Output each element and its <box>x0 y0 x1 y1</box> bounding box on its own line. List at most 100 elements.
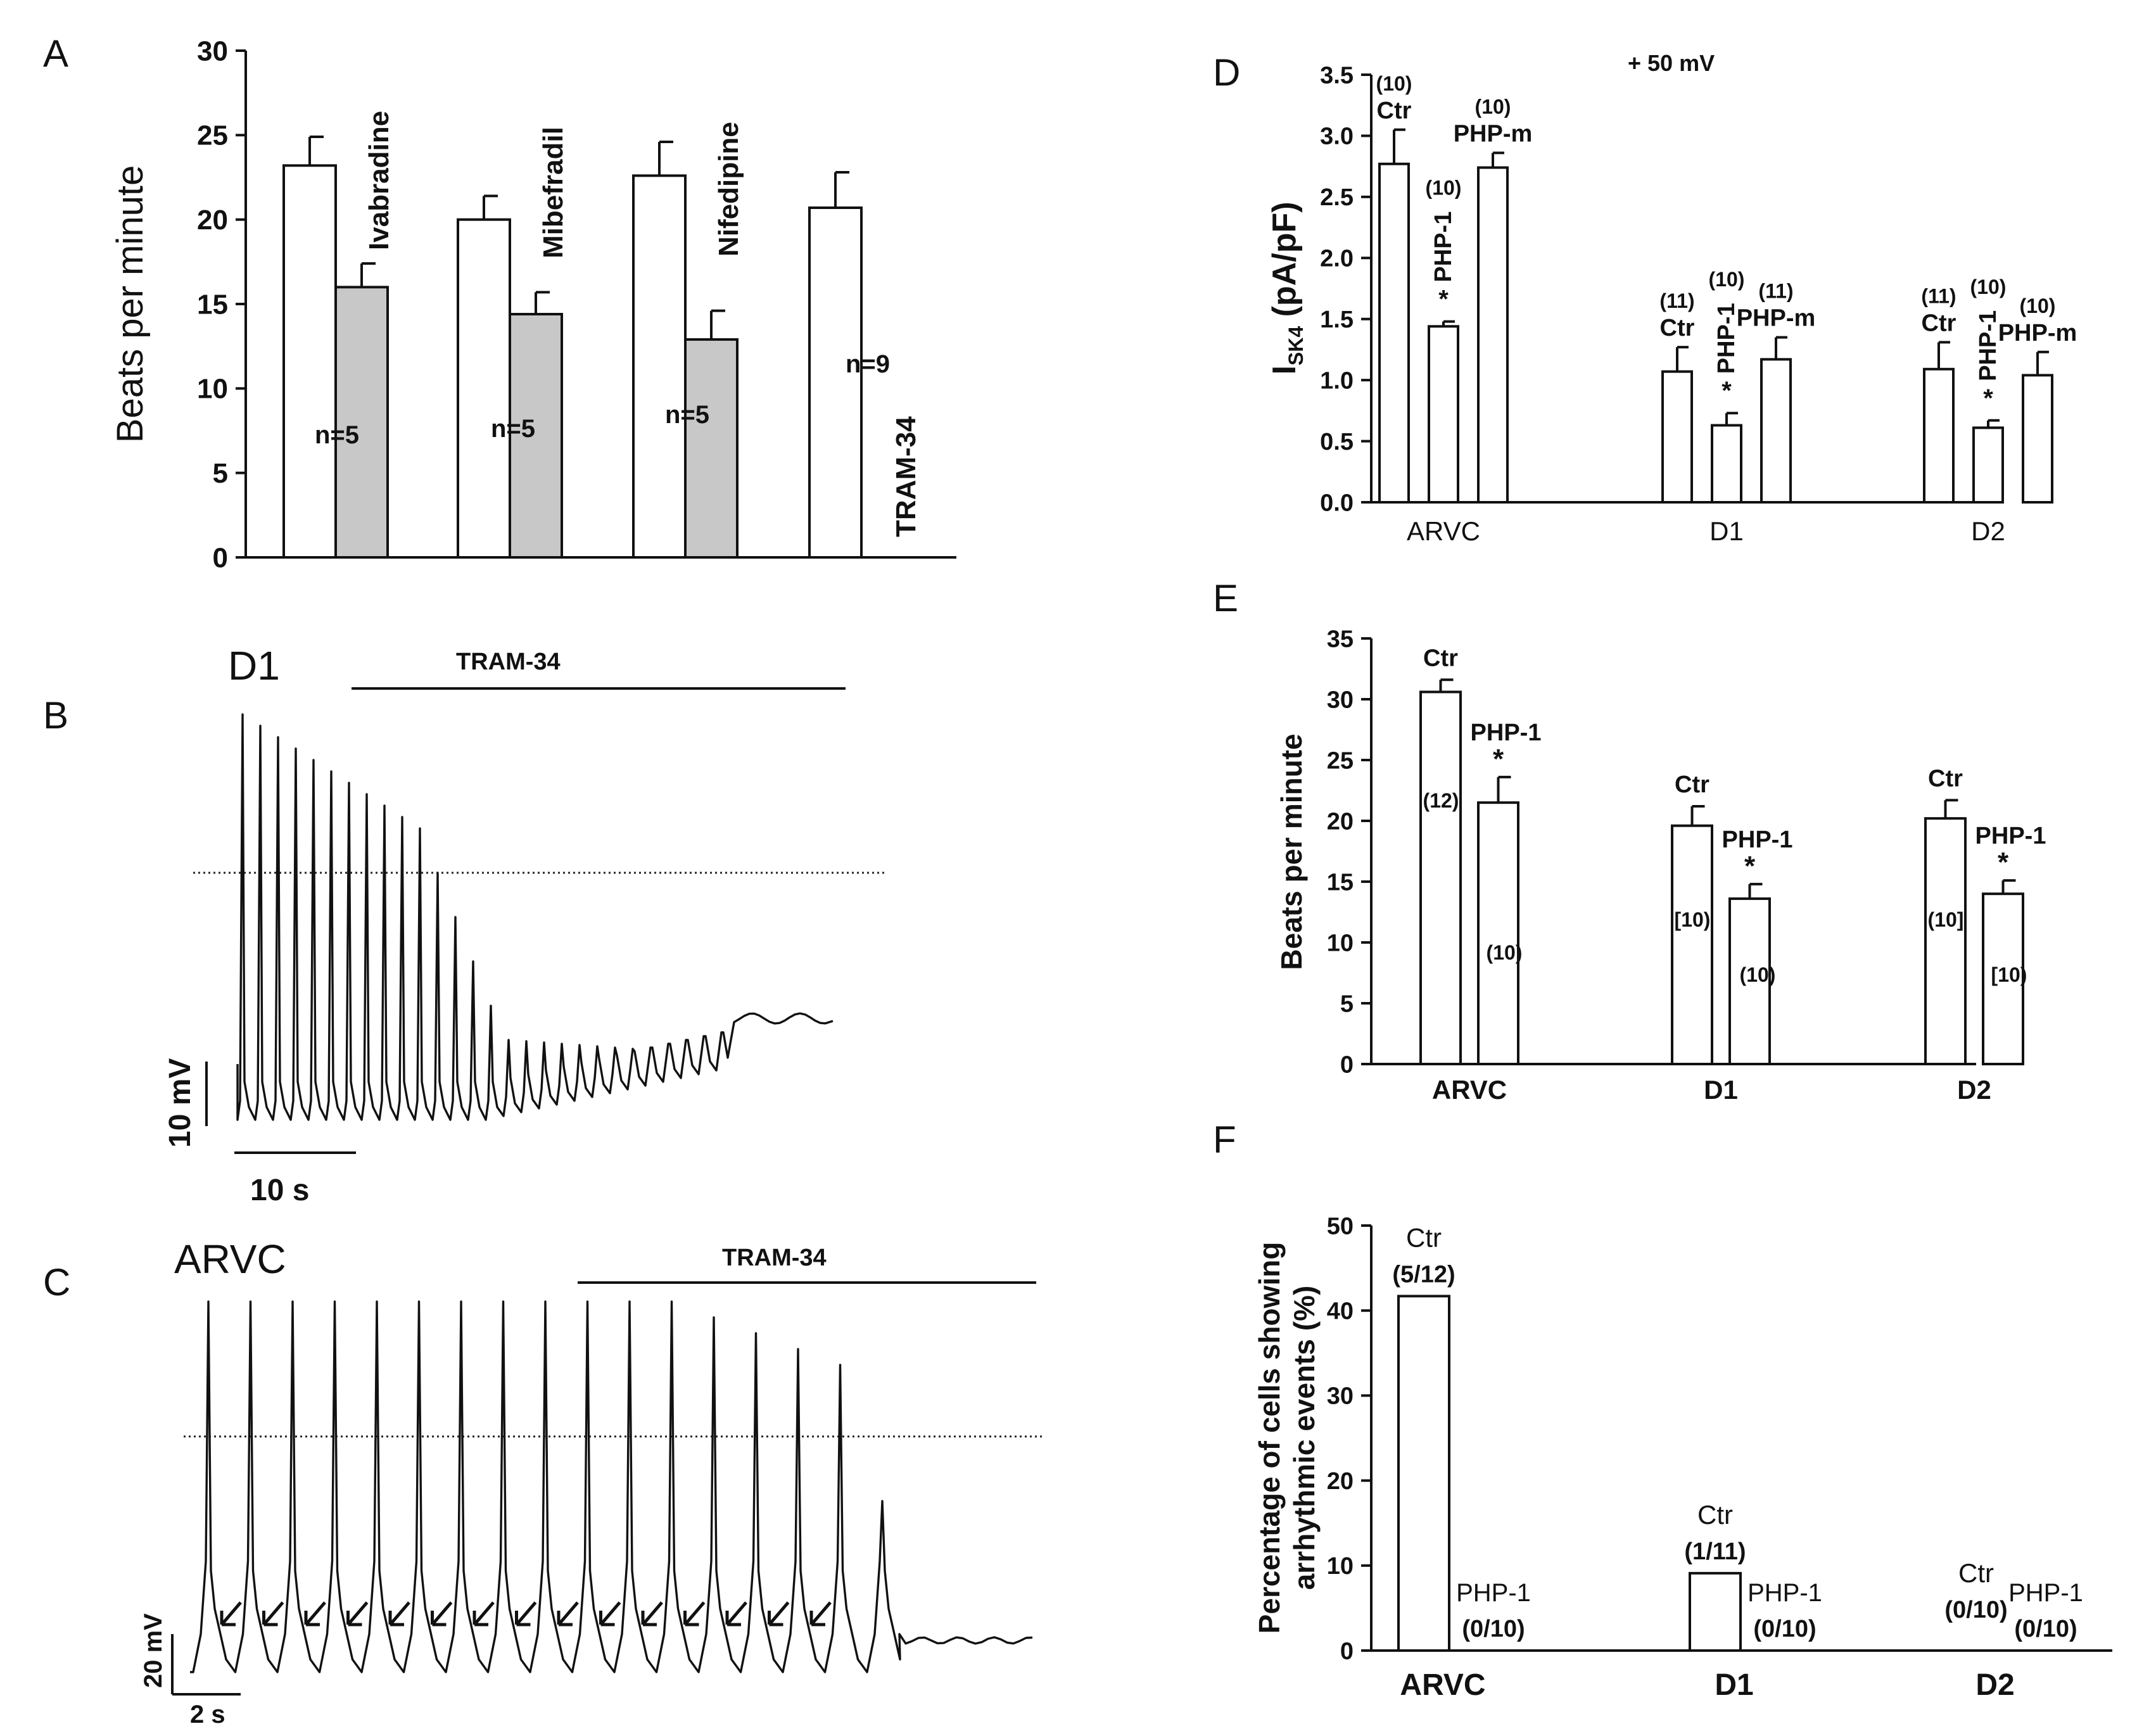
A-bar-control <box>808 206 863 559</box>
D-bar <box>1711 424 1742 504</box>
F-y-axis-label: Percentage of cells showing <box>1253 1242 1286 1634</box>
event-arrow <box>304 1601 326 1626</box>
D-n-label: (10) <box>1426 177 1462 200</box>
E-y-tick-label: 5 <box>1340 991 1354 1017</box>
D-y-label-sub: SK4 <box>1284 326 1307 365</box>
D-bar-label: PHP-1 <box>1975 310 2001 381</box>
D-n-label: (10) <box>1376 72 1412 95</box>
A-y-tick-label: 25 <box>197 120 228 151</box>
F-y-tick-label: 20 <box>1327 1468 1354 1495</box>
A-n-label: n=9 <box>846 350 890 378</box>
F-ratio-label: (1/11) <box>1684 1538 1746 1565</box>
D-title: + 50 mV <box>1628 50 1715 76</box>
E-bar <box>1924 817 1967 1066</box>
E-bar <box>1982 892 2024 1065</box>
chart-d: 0.0 0.5 1.0 1.5 2.0 2.5 3.0 3.5 ISK4 (pA/pF) + 50… <box>1266 50 2077 546</box>
D-bar <box>1972 426 2004 504</box>
A-group-label: TRAM-34 <box>891 416 922 537</box>
A-n-label: n=5 <box>491 415 535 443</box>
D-y-tick-label: 0.5 <box>1320 429 1354 455</box>
A-bar-drug <box>684 338 739 559</box>
A-bar-drug <box>334 286 389 559</box>
D-y-tick-label: 1.0 <box>1320 367 1354 394</box>
trace-panel-b: D1 TRAM-34 10 mV 10 s <box>163 643 887 1207</box>
event-arrow <box>388 1601 410 1626</box>
chart-f: 0 10 20 30 40 50 Percentage of cells showing ar… <box>1253 1213 2112 1702</box>
F-ratio-label: (0/10) <box>1753 1616 1816 1642</box>
F-ratio-label: (0/10) <box>1944 1597 2007 1623</box>
panel-label-f: F <box>1213 1119 1236 1161</box>
F-y-tick-label: 50 <box>1327 1213 1354 1240</box>
E-y-tick-label: 15 <box>1327 869 1354 896</box>
A-y-tick-label: 10 <box>197 374 228 405</box>
E-bar <box>1419 690 1462 1065</box>
F-bar-ctr <box>1397 1295 1450 1652</box>
D-y-tick-label: 3.0 <box>1320 124 1354 150</box>
event-arrow <box>262 1601 284 1626</box>
panel-label-c: C <box>43 1261 70 1303</box>
trace-panel-c: ARVC TRAM-34 20 mV 2 s <box>139 1236 1043 1728</box>
F-ratio-label: (5/12) <box>1392 1261 1455 1288</box>
E-n-label: (10) <box>1740 963 1776 986</box>
F-y-tick-label: 30 <box>1327 1383 1354 1410</box>
D-n-label: (10) <box>2020 295 2056 317</box>
trace-b-drug-label: TRAM-34 <box>456 649 561 675</box>
D-n-label: (11) <box>1921 284 1956 307</box>
event-arrow <box>725 1601 747 1626</box>
event-arrow <box>472 1601 495 1626</box>
event-arrow <box>515 1601 537 1626</box>
E-bar-label: PHP-1 <box>1471 720 1542 746</box>
F-bar-label: Ctr <box>1958 1558 1994 1588</box>
D-sig: * <box>1722 377 1732 405</box>
F-category-label: D2 <box>1975 1668 2014 1702</box>
trace-b-waveform <box>236 713 834 1121</box>
A-y-tick-label: 30 <box>197 35 228 67</box>
A-y-tick-label: 5 <box>213 458 228 489</box>
D-y-axis-label: ISK4 (pA/pF) <box>1266 201 1307 374</box>
D-bar-label: PHP-m <box>1998 320 2077 346</box>
trace-c-drug-label: TRAM-34 <box>722 1245 827 1271</box>
D-y-tick-label: 0.0 <box>1320 490 1354 516</box>
event-arrow <box>768 1601 790 1626</box>
E-n-label: [10) <box>1675 908 1711 931</box>
E-y-tick-label: 25 <box>1327 747 1354 774</box>
F-y-tick-label: 40 <box>1327 1298 1354 1325</box>
D-y-tick-label: 2.5 <box>1320 184 1354 211</box>
D-n-label: (10) <box>1475 95 1511 118</box>
E-y-tick-label: 0 <box>1340 1051 1354 1078</box>
E-category-label: D1 <box>1704 1075 1738 1105</box>
A-y-tick-label: 15 <box>197 289 228 320</box>
E-bar <box>1477 801 1519 1065</box>
panel-label-d: D <box>1213 51 1240 94</box>
D-n-label: (11) <box>1659 289 1694 312</box>
E-y-axis-label: Beats per minute <box>1275 733 1308 970</box>
D-sig: * <box>1983 384 1993 412</box>
D-bar <box>1428 325 1459 504</box>
E-bar <box>1728 897 1771 1065</box>
trace-b-scale-t-label: 10 s <box>250 1174 309 1207</box>
E-n-label: (10) <box>1487 941 1523 964</box>
E-y-tick-label: 20 <box>1327 808 1354 835</box>
E-n-label: (12) <box>1423 789 1459 812</box>
event-arrow <box>431 1601 453 1626</box>
D-bar <box>1661 370 1693 504</box>
D-y-label-main: I <box>1266 365 1303 374</box>
trace-b-title: D1 <box>228 643 280 688</box>
F-bar-label: PHP-1 <box>1747 1579 1822 1607</box>
trace-b-scale-v-label: 10 mV <box>163 1058 197 1148</box>
trace-c-scale-t-label: 2 s <box>190 1701 225 1728</box>
event-arrow <box>641 1601 663 1626</box>
event-arrow <box>809 1601 832 1626</box>
F-bar-label: PHP-1 <box>1456 1579 1531 1607</box>
A-group-label: Nifedipine <box>713 122 744 257</box>
E-y-tick-label: 10 <box>1327 930 1354 956</box>
F-y-tick-label: 10 <box>1327 1553 1354 1580</box>
A-n-label: n=5 <box>665 401 709 429</box>
E-category-label: ARVC <box>1432 1075 1507 1105</box>
D-category-label: D2 <box>1971 516 2005 546</box>
E-y-tick-label: 30 <box>1327 687 1354 713</box>
D-bar-label: PHP-m <box>1737 305 1816 332</box>
E-category-label: D2 <box>1957 1075 1991 1105</box>
trace-c-scale-v-label: 20 mV <box>139 1613 167 1688</box>
